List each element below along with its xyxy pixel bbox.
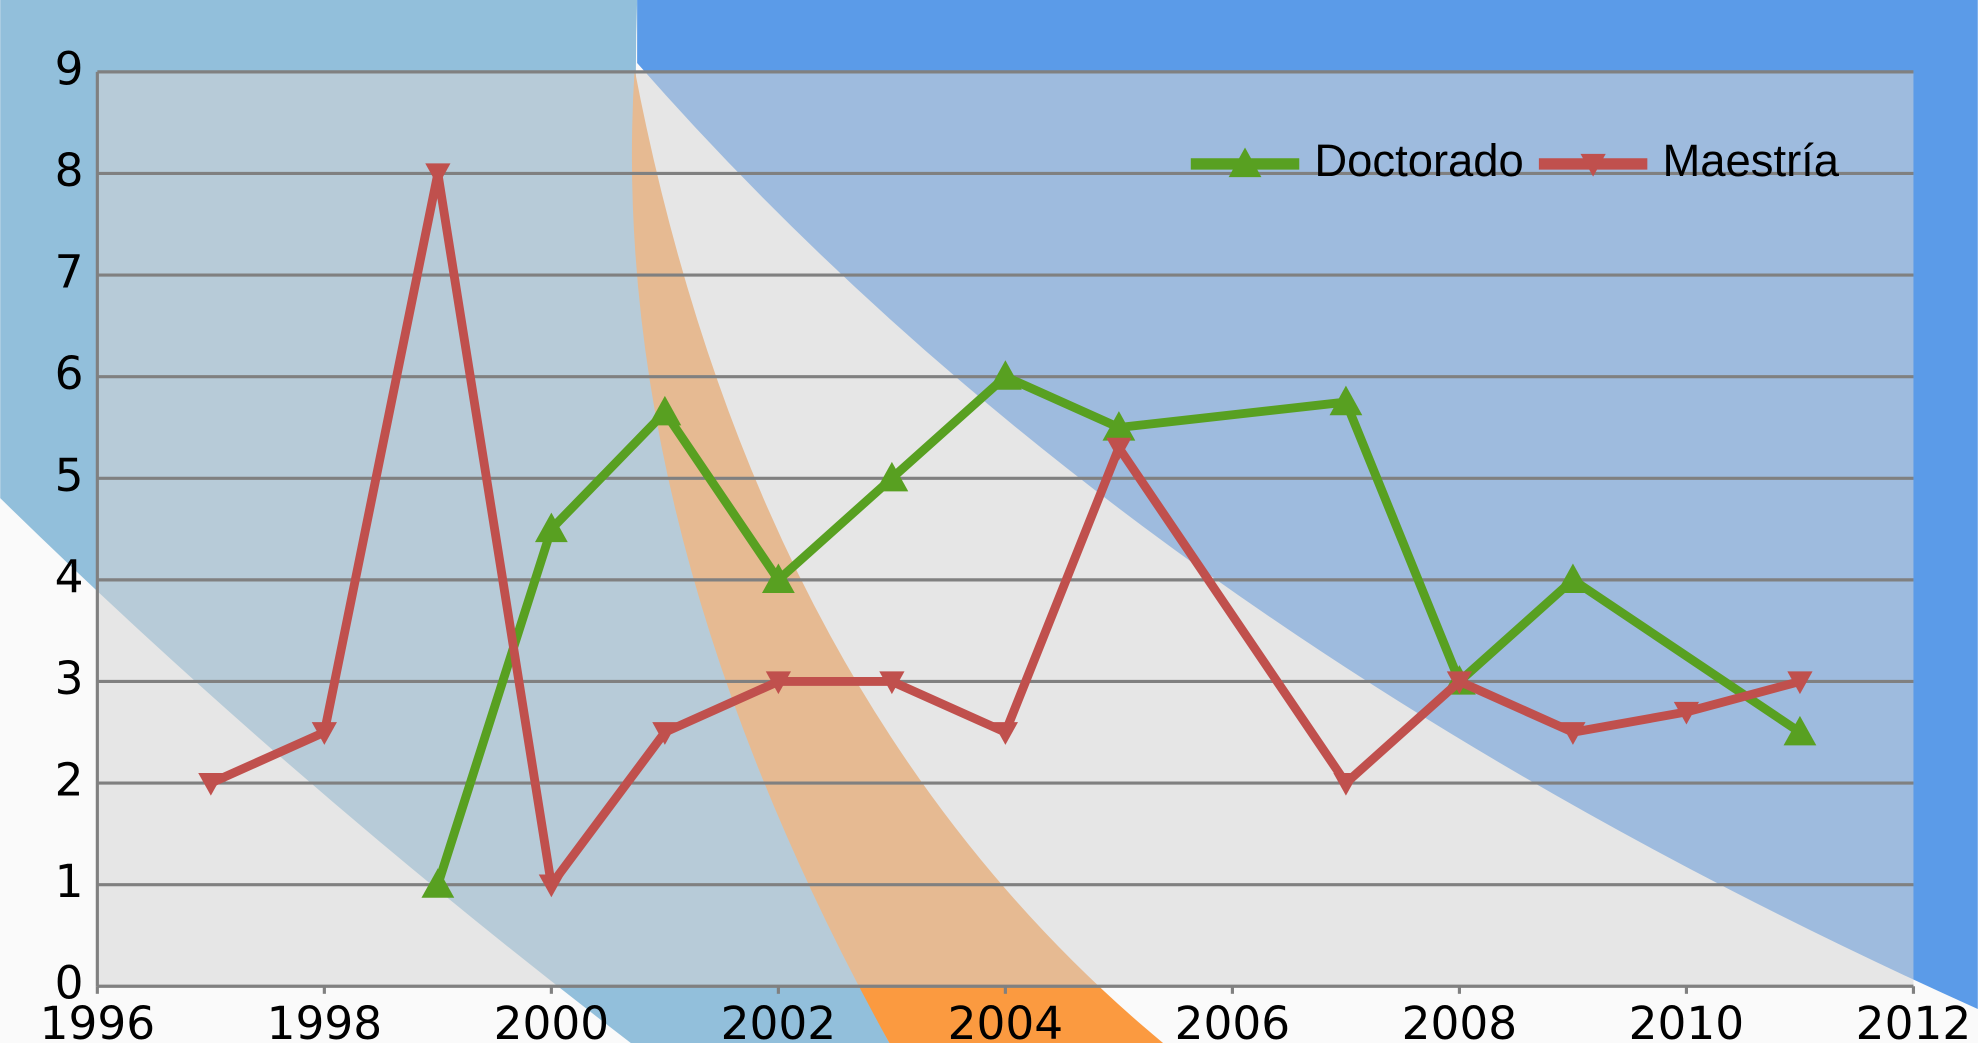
series-marker bbox=[1106, 437, 1132, 461]
y-tick-label: 5 bbox=[55, 449, 84, 502]
series-marker bbox=[1783, 715, 1817, 746]
series bbox=[198, 163, 1817, 898]
y-tick-label: 9 bbox=[55, 42, 84, 95]
series-marker bbox=[538, 874, 564, 898]
series-marker bbox=[652, 722, 678, 745]
x-tick-label: 1996 bbox=[40, 997, 156, 1043]
series-marker bbox=[1446, 671, 1473, 695]
series-marker bbox=[1329, 385, 1363, 416]
y-tick-label: 2 bbox=[55, 754, 84, 807]
series-marker bbox=[311, 722, 337, 745]
plot-area bbox=[97, 71, 1914, 987]
y-tick-label: 0 bbox=[55, 957, 84, 1010]
x-tick-label: 2002 bbox=[721, 997, 837, 1043]
y-tick-label: 4 bbox=[55, 550, 84, 603]
series-marker bbox=[989, 360, 1022, 390]
series-marker bbox=[1787, 671, 1813, 695]
series-marker bbox=[1556, 563, 1590, 593]
series-line bbox=[209, 169, 1802, 890]
series-marker bbox=[425, 163, 451, 187]
x-tick-label: 2006 bbox=[1175, 997, 1291, 1043]
legend-marker bbox=[1228, 147, 1262, 178]
y-tick-label: 3 bbox=[55, 652, 84, 705]
legend: Doctorado Maestría bbox=[1190, 135, 1840, 186]
series-marker bbox=[648, 395, 682, 426]
series-marker bbox=[198, 772, 224, 796]
series-marker bbox=[1673, 701, 1700, 725]
series-marker bbox=[765, 671, 791, 695]
y-tick-label: 1 bbox=[55, 855, 84, 908]
x-tick-label: 2008 bbox=[1402, 997, 1518, 1043]
y-tick-label: 8 bbox=[55, 144, 84, 197]
series-marker bbox=[761, 563, 795, 593]
legend-label: Doctorado bbox=[1314, 135, 1523, 186]
legend-marker bbox=[1580, 153, 1606, 177]
y-tick-label: 7 bbox=[55, 246, 84, 299]
series-marker bbox=[875, 461, 909, 492]
series-marker bbox=[1102, 411, 1136, 441]
legend-label: Maestría bbox=[1662, 135, 1839, 186]
x-tick-label: 2012 bbox=[1856, 997, 1972, 1043]
x-tick-label: 1998 bbox=[267, 997, 383, 1043]
x-tick-label: 2000 bbox=[494, 997, 610, 1043]
y-tick-label: 6 bbox=[55, 347, 84, 400]
series-marker bbox=[992, 722, 1019, 745]
series-marker bbox=[1333, 772, 1359, 796]
series-marker bbox=[1560, 722, 1586, 745]
x-tick-label: 2010 bbox=[1629, 997, 1745, 1043]
series-marker bbox=[879, 671, 905, 695]
series-marker bbox=[421, 868, 455, 898]
grid: 0 1 2 3 4 5 6 7 8 9 1996 1998 2000 2002 2004 2006 2008 20… bbox=[40, 42, 1972, 1043]
series-marker bbox=[534, 512, 568, 543]
x-tick-label: 2004 bbox=[948, 997, 1064, 1043]
